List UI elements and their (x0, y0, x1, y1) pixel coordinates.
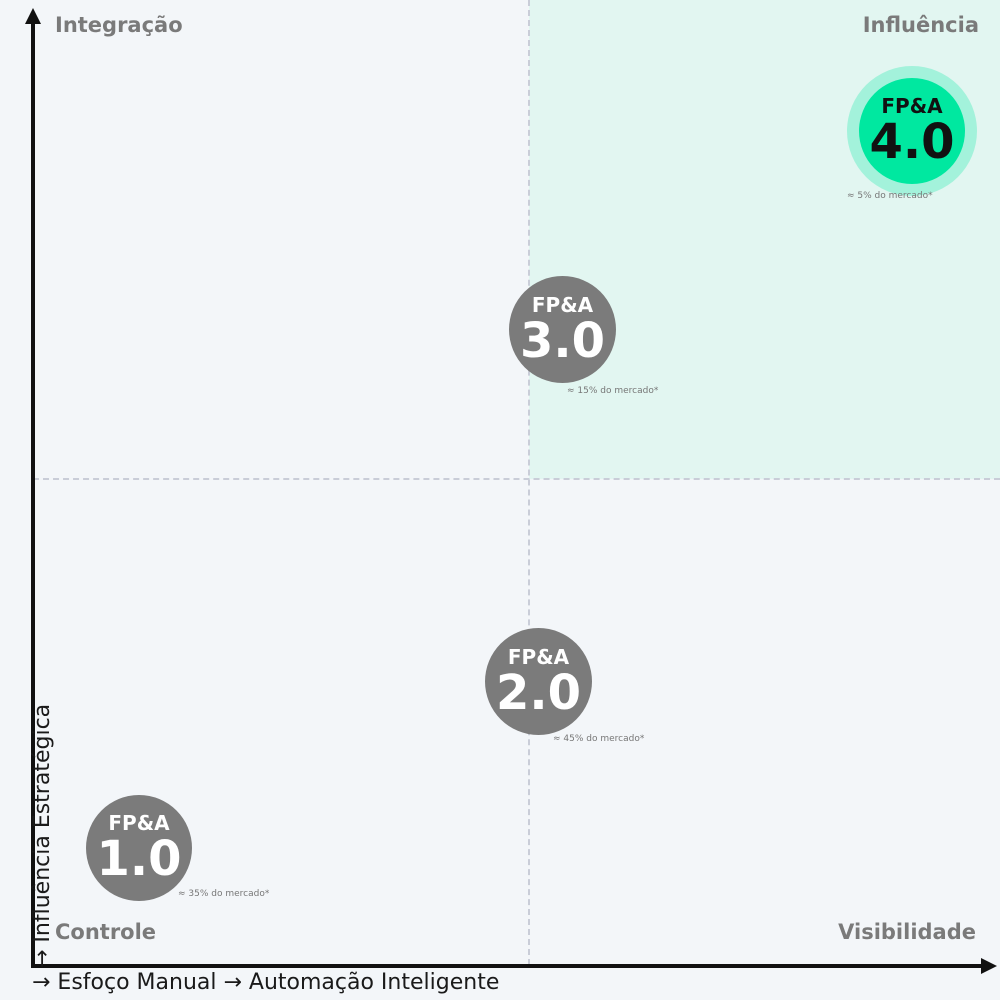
stage-version: 3.0 (519, 312, 606, 369)
stage-fpa-1-0: FP&A 1.0 (86, 795, 192, 901)
quadrant-label-influencia: Influência (862, 13, 979, 37)
x-axis-title: → Esfoço Manual → Automação Inteligente (32, 970, 500, 995)
y-axis-arrowhead (25, 8, 41, 24)
stage-market-share: ≈ 45% do mercado* (553, 734, 645, 744)
stage-prefix: FP&A (881, 94, 943, 118)
stage-prefix: FP&A (108, 811, 170, 835)
stage-prefix: FP&A (507, 644, 570, 669)
horizontal-divider (33, 478, 1000, 480)
stage-version: 1.0 (96, 831, 182, 887)
stage-market-share: ≈ 5% do mercado* (847, 191, 933, 201)
y-axis-title: → Influência Estratégica (30, 703, 55, 968)
quadrant-label-visibilidade: Visibilidade (838, 920, 976, 944)
stage-fpa-4-0: FP&A 4.0 (859, 78, 965, 184)
x-axis-arrowhead (981, 958, 997, 974)
stage-market-share: ≈ 35% do mercado* (178, 889, 270, 899)
stage-prefix: FP&A (531, 292, 594, 317)
stage-market-share: ≈ 15% do mercado* (567, 386, 659, 396)
quadrant-label-controle: Controle (55, 920, 157, 944)
stage-fpa-3-0: FP&A 3.0 (509, 276, 616, 383)
stage-version: 2.0 (495, 664, 582, 721)
stage-version: 4.0 (869, 114, 955, 170)
quadrant-label-integracao: Integração (55, 13, 183, 37)
stage-fpa-2-0: FP&A 2.0 (485, 628, 592, 735)
vertical-divider (528, 0, 530, 965)
